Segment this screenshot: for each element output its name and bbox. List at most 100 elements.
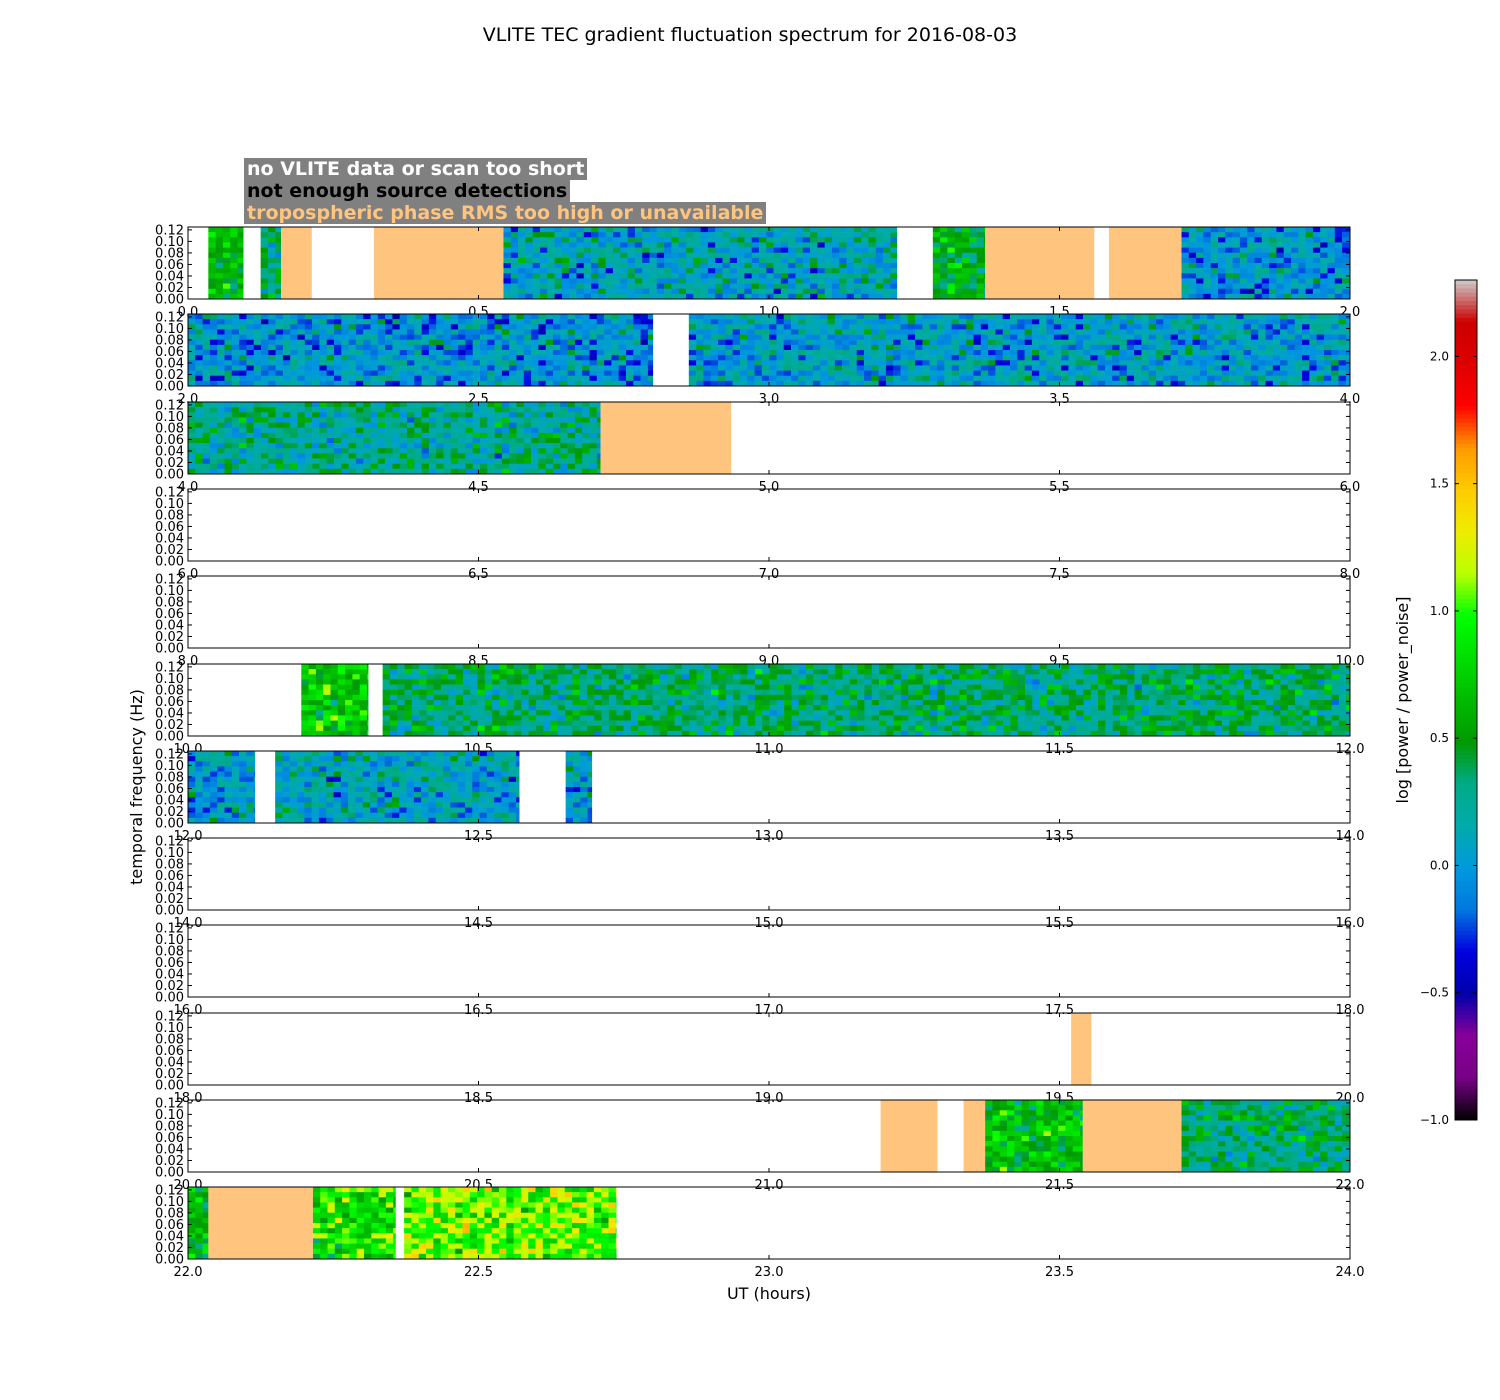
data-segment <box>188 751 256 824</box>
panel-2: 0.000.020.040.060.080.100.12 4.0 4.5 5.0 5.5… <box>155 398 1360 495</box>
colorbar-label: log [power / power_noise] <box>1393 597 1413 804</box>
y-tick-label: 0.10 <box>155 584 184 599</box>
colorbar-frame <box>1454 279 1478 1121</box>
y-tick-label: 0.12 <box>155 834 184 849</box>
x-tick-label: 11.0 <box>755 742 784 757</box>
x-tick-label: 21.5 <box>1045 1178 1074 1193</box>
data-segment <box>503 227 898 300</box>
y-tick-label: 0.08 <box>155 857 184 872</box>
y-tick-label: 0.02 <box>155 718 184 733</box>
colorbar-tick-label: 1.0 <box>1430 604 1449 618</box>
x-tick-label: 7.5 <box>1049 567 1070 582</box>
y-tick-label: 0.08 <box>155 246 184 261</box>
y-tick-label: 0.04 <box>155 269 184 284</box>
y-tick-label: 0.06 <box>155 1131 184 1146</box>
flag-block <box>208 1187 313 1259</box>
y-tick-label: 0.04 <box>155 1229 184 1244</box>
data-segment <box>312 1187 396 1260</box>
y-tick-label: 0.00 <box>155 1079 184 1094</box>
x-tick-label: 21.0 <box>755 1178 784 1193</box>
x-tick-label: 14.0 <box>174 916 203 931</box>
panels-layer: 0.000.020.040.060.080.100.120.0 0.5 1.0 1.5… <box>155 223 1364 1280</box>
y-tick-label: 0.08 <box>155 1032 184 1047</box>
x-tick-label: 15.5 <box>1045 916 1074 931</box>
y-tick-label: 0.12 <box>155 1096 184 1111</box>
y-tick-label: 0.12 <box>155 1009 184 1024</box>
data-segment <box>1181 227 1351 300</box>
x-tick-label: 3.5 <box>1049 392 1070 407</box>
panel-frame <box>187 488 1351 562</box>
y-tick-label: 0.02 <box>155 456 184 471</box>
flag-block <box>985 227 1095 299</box>
x-tick-label: 22.5 <box>464 1265 493 1280</box>
y-tick-label: 0.04 <box>155 618 184 633</box>
y-tick-label: 0.12 <box>155 398 184 413</box>
flag-block <box>1108 227 1182 299</box>
y-tick-label: 0.06 <box>155 869 184 884</box>
panel-6: 0.000.020.040.060.080.100.12 12.0 12.5 13.0… <box>155 747 1364 844</box>
data-segment <box>932 227 986 300</box>
flag-block <box>963 1100 986 1172</box>
data-segment <box>404 1187 617 1260</box>
x-tick-label: 6.5 <box>468 567 489 582</box>
y-tick-label: 0.08 <box>155 508 184 523</box>
y-tick-label: 0.02 <box>155 1241 184 1256</box>
x-tick-label: 14.0 <box>1336 829 1365 844</box>
data-segment <box>188 314 654 387</box>
flag-block <box>1082 1100 1182 1172</box>
data-segment <box>260 227 282 300</box>
y-tick-label: 0.04 <box>155 967 184 982</box>
y-tick-label: 0.00 <box>155 904 184 919</box>
y-tick-label: 0.10 <box>155 1021 184 1036</box>
y-tick-label: 0.06 <box>155 433 184 448</box>
panel-8: 0.000.020.040.060.080.100.12 16.0 16.5 17.0… <box>155 921 1364 1018</box>
y-tick-label: 0.02 <box>155 630 184 645</box>
y-tick-label: 0.12 <box>155 572 184 587</box>
y-tick-label: 0.06 <box>155 782 184 797</box>
x-tick-label: 4.0 <box>1340 392 1361 407</box>
data-segment <box>275 751 520 824</box>
colorbar-tick-label: 2.0 <box>1430 349 1449 363</box>
x-tick-label: 5.5 <box>1049 480 1070 495</box>
data-segment <box>188 402 601 475</box>
data-segment <box>985 1100 1084 1173</box>
data-segment <box>688 314 1351 387</box>
y-tick-label: 0.08 <box>155 770 184 785</box>
x-tick-label: 16.5 <box>464 1003 493 1018</box>
x-tick-label: 15.0 <box>755 916 784 931</box>
x-tick-label: 22.0 <box>1336 1178 1365 1193</box>
x-tick-label: 23.5 <box>1045 1265 1074 1280</box>
x-tick-label: 8.0 <box>178 654 199 669</box>
y-tick-label: 0.04 <box>155 1142 184 1157</box>
y-tick-label: 0.00 <box>155 817 184 832</box>
x-tick-label: 12.0 <box>1336 742 1365 757</box>
y-tick-label: 0.10 <box>155 497 184 512</box>
colorbar-tick-label: −0.5 <box>1420 986 1449 1000</box>
colorbar: 2.0 1.5 1.0 0.5 0.0 −0.5 −1.0 log [power / powe… <box>1393 279 1478 1127</box>
flag-block <box>880 1100 938 1172</box>
x-tick-label: 11.5 <box>1045 742 1074 757</box>
panel-7: 0.000.020.040.060.080.100.12 14.0 14.5 15.0… <box>155 834 1364 931</box>
x-tick-label: 4.0 <box>178 480 199 495</box>
y-tick-label: 0.02 <box>155 281 184 296</box>
x-tick-label: 12.5 <box>464 829 493 844</box>
x-tick-label: 17.0 <box>755 1003 784 1018</box>
colorbar-tick-label: 1.5 <box>1430 477 1449 491</box>
y-tick-label: 0.00 <box>155 991 184 1006</box>
colorbar-tick-label: −1.0 <box>1420 1113 1449 1127</box>
chart-title: VLITE TEC gradient fluctuation spectrum … <box>482 24 1018 46</box>
y-tick-label: 0.00 <box>155 468 184 483</box>
y-tick-label: 0.04 <box>155 444 184 459</box>
data-segment <box>382 664 1351 737</box>
y-tick-label: 0.08 <box>155 1119 184 1134</box>
flag-block <box>281 227 312 299</box>
x-tick-label: 5.0 <box>759 480 780 495</box>
x-tick-label: 4.5 <box>468 480 489 495</box>
x-tick-label: 16.0 <box>1336 916 1365 931</box>
y-tick-label: 0.06 <box>155 1218 184 1233</box>
y-tick-label: 0.06 <box>155 607 184 622</box>
flag-block <box>1071 1013 1092 1085</box>
y-tick-label: 0.00 <box>155 555 184 570</box>
